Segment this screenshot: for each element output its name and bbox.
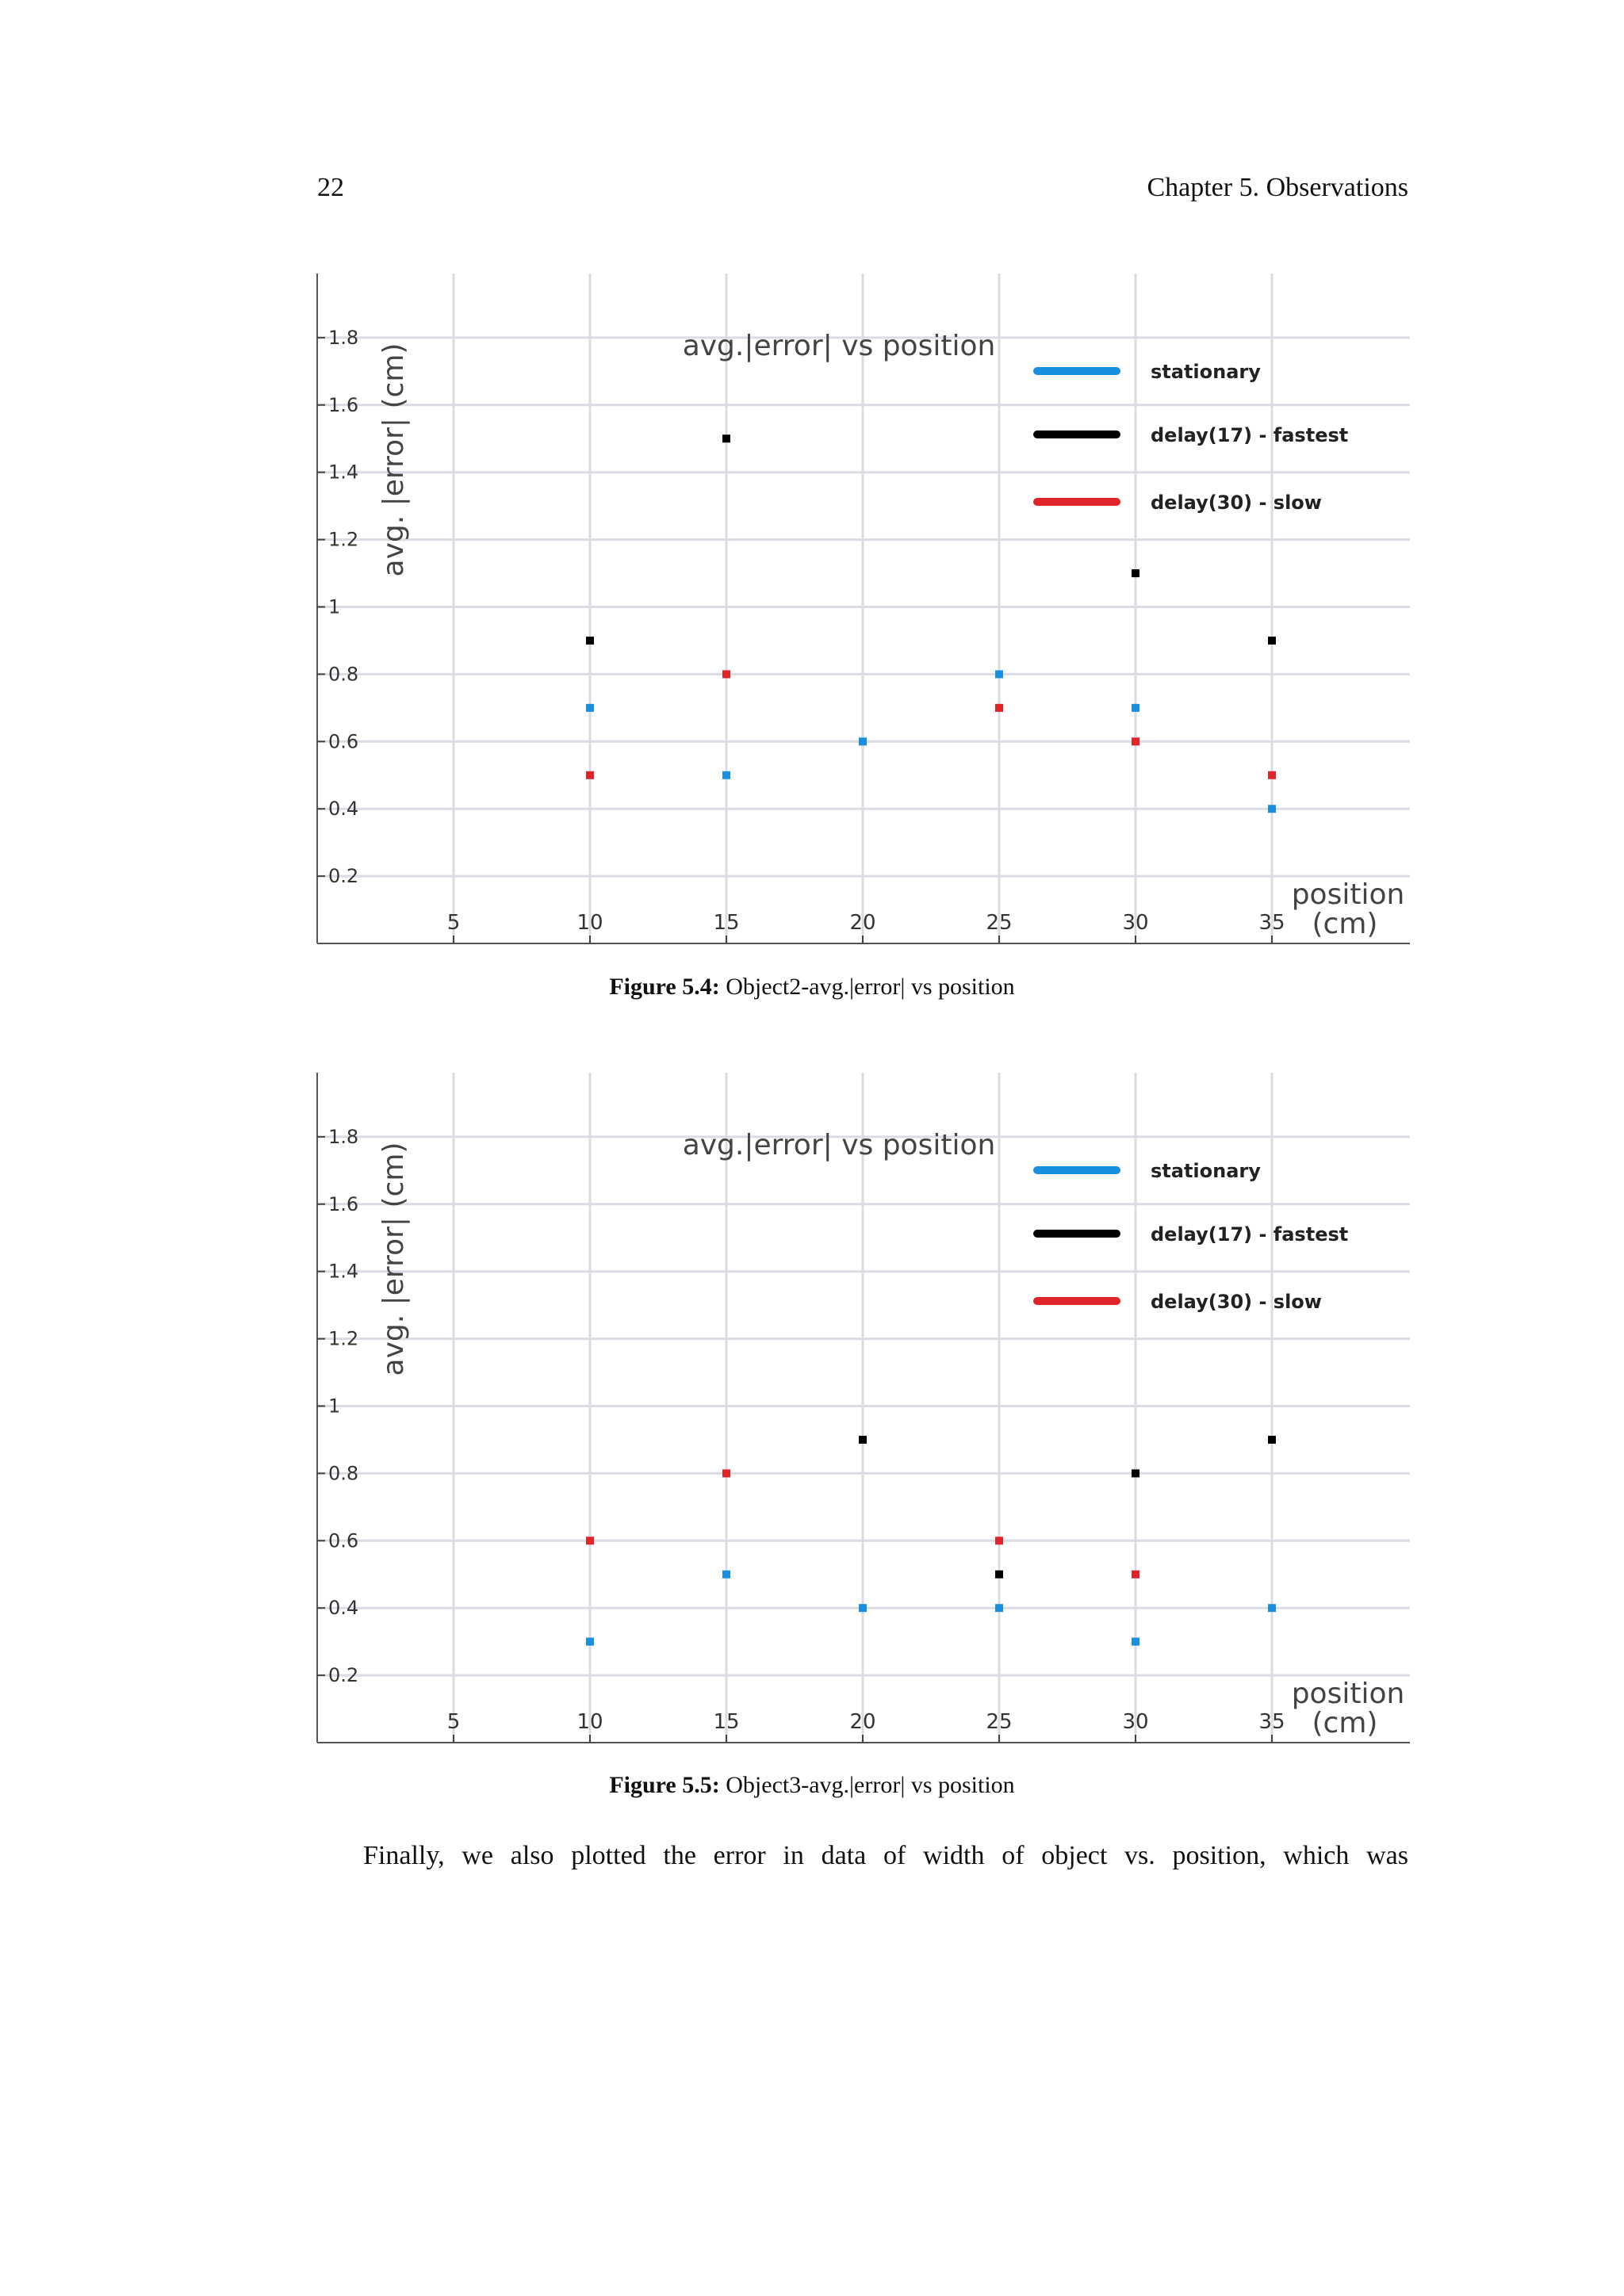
x-tick-label: 35	[1258, 1710, 1285, 1734]
y-tick-label: 0.2	[328, 1664, 358, 1686]
y-tick-label: 1.4	[328, 461, 358, 484]
y-tick-label: 0.8	[328, 1462, 358, 1484]
y-tick-label: 1.2	[328, 529, 358, 551]
y-tick-label: 1.6	[328, 394, 358, 416]
data-point	[995, 670, 1003, 679]
legend-label-2: delay(30) - slow	[1151, 492, 1322, 514]
data-point	[1268, 805, 1276, 813]
caption-text: Object2-avg.|error| vs position	[726, 974, 1015, 1000]
y-tick-label: 1.8	[328, 327, 358, 349]
x-axis-label-unit: (cm)	[1312, 908, 1378, 940]
y-tick-label: 1	[328, 596, 340, 618]
chart-object3: 0.2 0.4 0.6 0.8 1 1.2 1.4 1.6 1.8 5 10 15 20 25 30 35 av…	[316, 1073, 1410, 1743]
data-point	[586, 1536, 594, 1545]
legend-label-1: delay(17) - fastest	[1151, 1223, 1348, 1246]
chart-title: avg.|error| vs position	[683, 330, 996, 362]
y-tick-label: 0.6	[328, 1529, 358, 1552]
data-point	[1132, 737, 1139, 746]
caption-label: Figure 5.5:	[609, 1772, 720, 1798]
data-point	[995, 1570, 1003, 1578]
x-axis-label: position	[1292, 1678, 1405, 1710]
legend-label-0: stationary	[1151, 1160, 1261, 1182]
data-point	[1268, 1435, 1276, 1444]
y-axis-label: avg. |error| (cm)	[377, 343, 410, 577]
data-point	[722, 771, 730, 779]
y-tick-label: 0.8	[328, 663, 358, 685]
caption-text: Object3-avg.|error| vs position	[726, 1772, 1015, 1798]
x-tick-label: 25	[986, 1710, 1012, 1734]
data-point	[1268, 1604, 1276, 1613]
figure-5-5: 0.2 0.4 0.6 0.8 1 1.2 1.4 1.6 1.8 5 10 15 20 25 30 35 av…	[316, 1073, 1410, 1747]
figure-5-5-caption: Figure 5.5: Object3-avg.|error| vs posit…	[0, 1772, 1624, 1799]
data-point	[1132, 1469, 1139, 1478]
x-tick-label: 5	[447, 911, 461, 935]
data-point	[1268, 771, 1276, 779]
data-point	[586, 636, 594, 645]
y-axis-label: avg. |error| (cm)	[377, 1142, 410, 1376]
legend-label-2: delay(30) - slow	[1151, 1291, 1322, 1313]
data-point	[722, 434, 730, 443]
data-point	[586, 1637, 594, 1646]
data-point	[995, 1604, 1003, 1613]
x-tick-label: 15	[713, 911, 739, 935]
y-tick-label: 0.4	[328, 1597, 358, 1619]
y-tick-label: 0.4	[328, 798, 358, 820]
x-tick-label: 10	[576, 911, 603, 935]
data-point	[586, 703, 594, 712]
y-tick-label: 1	[328, 1395, 340, 1418]
data-point	[1132, 1570, 1139, 1578]
y-tick-label: 1.6	[328, 1193, 358, 1215]
data-point	[1268, 636, 1276, 645]
x-axis-label-unit: (cm)	[1312, 1707, 1378, 1739]
data-point	[722, 670, 730, 679]
data-point	[859, 737, 867, 746]
caption-label: Figure 5.4:	[609, 974, 720, 1000]
y-tick-label: 1.4	[328, 1261, 358, 1283]
data-point	[1132, 569, 1139, 578]
x-tick-label: 20	[849, 911, 875, 935]
y-tick-label: 0.6	[328, 730, 358, 752]
x-tick-label: 35	[1258, 911, 1285, 935]
x-tick-label: 25	[986, 911, 1012, 935]
x-axis-label: position	[1292, 878, 1405, 911]
x-tick-label: 15	[713, 1710, 739, 1734]
data-point	[722, 1570, 730, 1578]
y-tick-label: 0.2	[328, 865, 358, 887]
y-tick-label: 1.8	[328, 1126, 358, 1148]
x-tick-label: 10	[576, 1710, 603, 1734]
data-point	[722, 1469, 730, 1478]
y-tick-label: 1.2	[328, 1328, 358, 1350]
chart-title: avg.|error| vs position	[683, 1129, 996, 1161]
data-point	[995, 703, 1003, 712]
x-tick-label: 20	[849, 1710, 875, 1734]
body-paragraph: Finally, we also plotted the error in da…	[363, 1841, 1408, 1870]
data-point	[995, 1536, 1003, 1545]
running-head: Chapter 5. Observations	[1147, 173, 1408, 202]
data-point	[586, 771, 594, 779]
x-tick-label: 30	[1122, 911, 1148, 935]
data-point	[1132, 1637, 1139, 1646]
data-point	[859, 1435, 867, 1444]
chart-object2: 0.2 0.4 0.6 0.8 1 1.2 1.4 1.6 1.8 5 10 15 20 25 30 35 av…	[316, 274, 1410, 944]
data-point	[1132, 703, 1139, 712]
figure-5-4: 0.2 0.4 0.6 0.8 1 1.2 1.4 1.6 1.8 5 10 15 20 25 30 35 av…	[316, 274, 1410, 947]
figure-5-4-caption: Figure 5.4: Object2-avg.|error| vs posit…	[0, 974, 1624, 1001]
page-number: 22	[317, 173, 344, 202]
data-point	[859, 1604, 867, 1613]
legend-label-0: stationary	[1151, 361, 1261, 383]
legend-label-1: delay(17) - fastest	[1151, 424, 1348, 446]
x-tick-label: 5	[447, 1710, 461, 1734]
x-tick-label: 30	[1122, 1710, 1148, 1734]
